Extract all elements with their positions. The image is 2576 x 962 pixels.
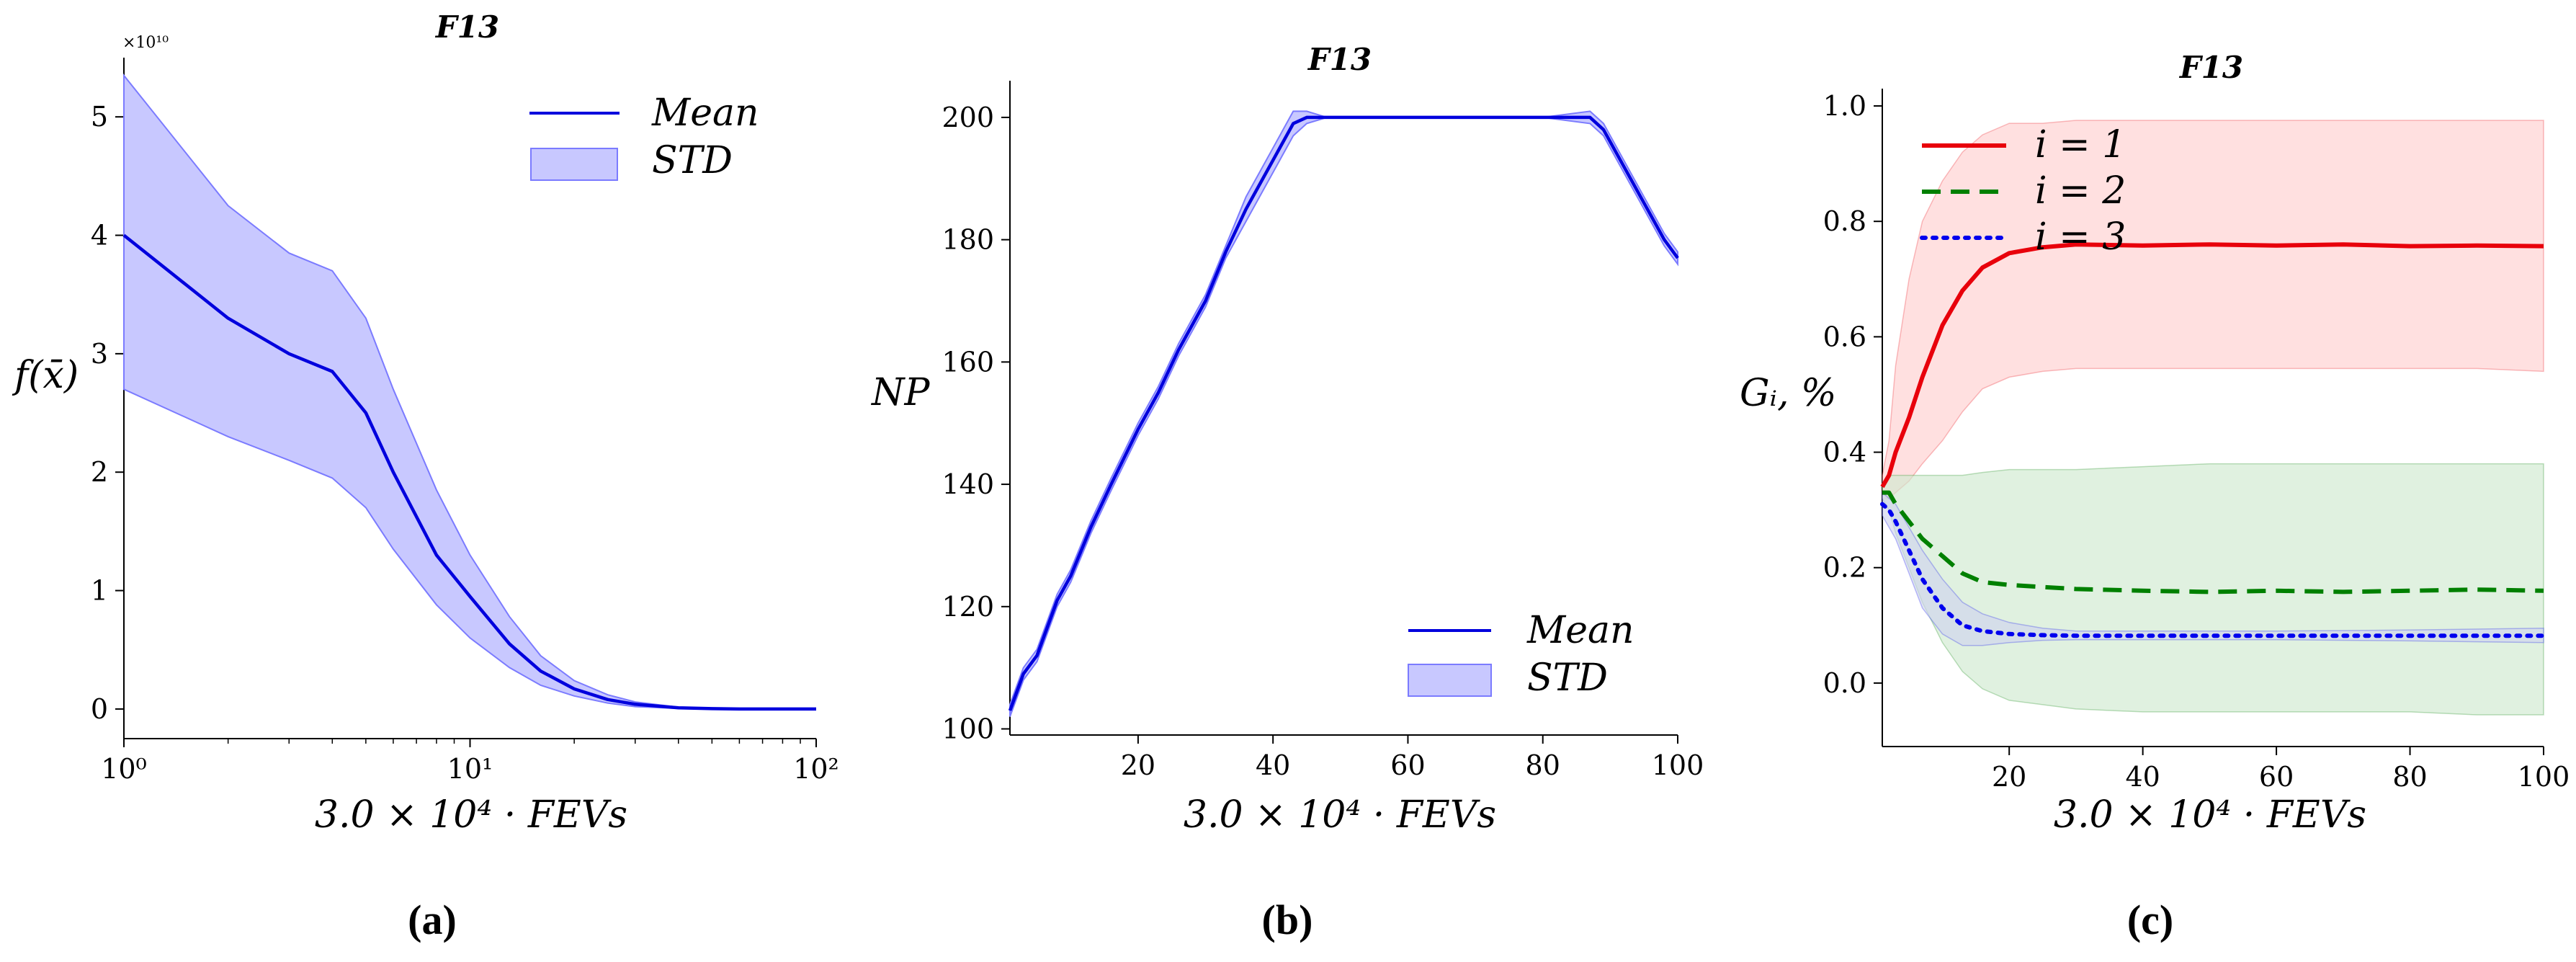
chart-c-band-series-3 [1882,491,2544,646]
chart-b-y-tick-label: 120 [942,591,994,623]
chart-c-line-series-3 [1880,502,2546,638]
chart-c-y-tick-label: 0.0 [1823,667,1866,699]
chart-b-std-band [1009,110,1678,717]
chart-b-y-tick-label: 200 [942,102,994,133]
chart-c-line-series-1 [1880,242,2544,489]
chart-b-y-tick-label: 140 [942,468,994,500]
chart-b-x-tick-label: 40 [1256,749,1290,781]
chart-b-x-tick-label: 100 [1652,749,1704,781]
chart-b-x-tick-label: 60 [1390,749,1425,781]
chart-a-y-tick-label: 5 [91,101,108,133]
legend-a-std-label: STD [652,139,733,182]
chart-c-x-tick-label: 40 [2125,761,2160,793]
chart-a-y-tick-label: 2 [91,456,108,488]
chart-c-y-tick-label: 0.6 [1823,321,1866,352]
chart-c-band-series-1 [1882,120,2544,499]
chart-a-x-tick-label: 10¹ [447,753,493,785]
chart-b-x-tick-label: 20 [1121,749,1155,781]
chart-a-x-tick-label: 10⁰ [101,753,147,785]
caption-b: (b) [1262,896,1313,943]
plot-area-c: 20 40 60 80 100 0.0 0.2 0.4 0.6 0.8 1.0 [1823,89,2570,793]
chart-c-band-series-2 [1882,463,2544,716]
panel-b: F13 20 40 60 80 100 100 120 140 160 180 200 NP 3.0… [870,42,1704,943]
chart-a-x-tick-label: 10² [793,753,839,785]
chart-c-x-tick-label: 20 [1992,761,2026,793]
chart-c-y-tick-label: 0.8 [1823,205,1866,237]
legend-b: Mean STD [1408,609,1634,700]
legend-c-i3-label: i = 3 [2035,215,2126,259]
legend-a: Mean STD [529,92,759,182]
chart-a-mean-line [122,233,816,711]
chart-b-y-tick-label: 100 [942,713,994,745]
chart-b-y-tick-label: 180 [942,224,994,256]
chart-title-c: F13 [2179,50,2243,85]
x-axis-label-c: 3.0 × 10⁴ · FEVs [2054,793,2366,837]
x-axis-label-b: 3.0 × 10⁴ · FEVs [1184,793,1496,837]
chart-c-x-tick-label: 60 [2259,761,2294,793]
chart-a-y-tick-label: 3 [91,338,108,370]
panel-a: F13 ×10¹⁰ 10⁰ 10¹ 10² 0 1 2 3 4 5 f(x̄) 3.0 × 10… [12,9,839,943]
caption-a: (a) [408,896,457,943]
chart-title-b: F13 [1307,42,1372,77]
legend-c-i2-label: i = 2 [2035,169,2126,213]
y-axis-label-c: Gᵢ, % [1740,372,1836,415]
legend-a-mean-label: Mean [651,92,759,135]
plot-area-a: 10⁰ 10¹ 10² 0 1 2 3 4 5 [91,58,839,785]
chart-c-y-tick-label: 0.4 [1823,437,1866,468]
legend-c-i1-label: i = 1 [2035,123,2126,166]
legend-a-std-swatch [530,148,618,181]
chart-a-y-tick-label: 0 [91,693,108,725]
legend-b-mean-label: Mean [1526,609,1634,652]
legend-c: i = 1 i = 2 i = 3 [1920,123,2126,259]
chart-b-mean-line [1008,115,1679,711]
chart-c-line-series-2 [1882,490,2544,594]
y-multiplier-a: ×10¹⁰ [122,34,169,52]
legend-b-std-swatch [1408,664,1492,697]
chart-a-y-tick-label: 4 [91,220,108,251]
y-axis-label-a: f(x̄) [12,354,79,397]
legend-b-std-label: STD [1527,656,1608,700]
chart-a-y-tick-label: 1 [91,575,108,607]
chart-c-y-tick-label: 0.2 [1823,552,1866,584]
x-axis-label-a: 3.0 × 10⁴ · FEVs [315,793,627,837]
plot-area-b: 20 40 60 80 100 100 120 140 160 180 200 [942,81,1704,781]
caption-c: (c) [2127,896,2173,943]
chart-b-y-tick-label: 160 [942,346,994,378]
chart-title-a: F13 [435,9,499,45]
chart-b-x-tick-label: 80 [1526,749,1560,781]
chart-c-x-tick-label: 80 [2392,761,2427,793]
chart-c-y-tick-label: 1.0 [1823,90,1866,122]
y-axis-label-b: NP [870,371,931,414]
chart-c-x-tick-label: 100 [2518,761,2570,793]
